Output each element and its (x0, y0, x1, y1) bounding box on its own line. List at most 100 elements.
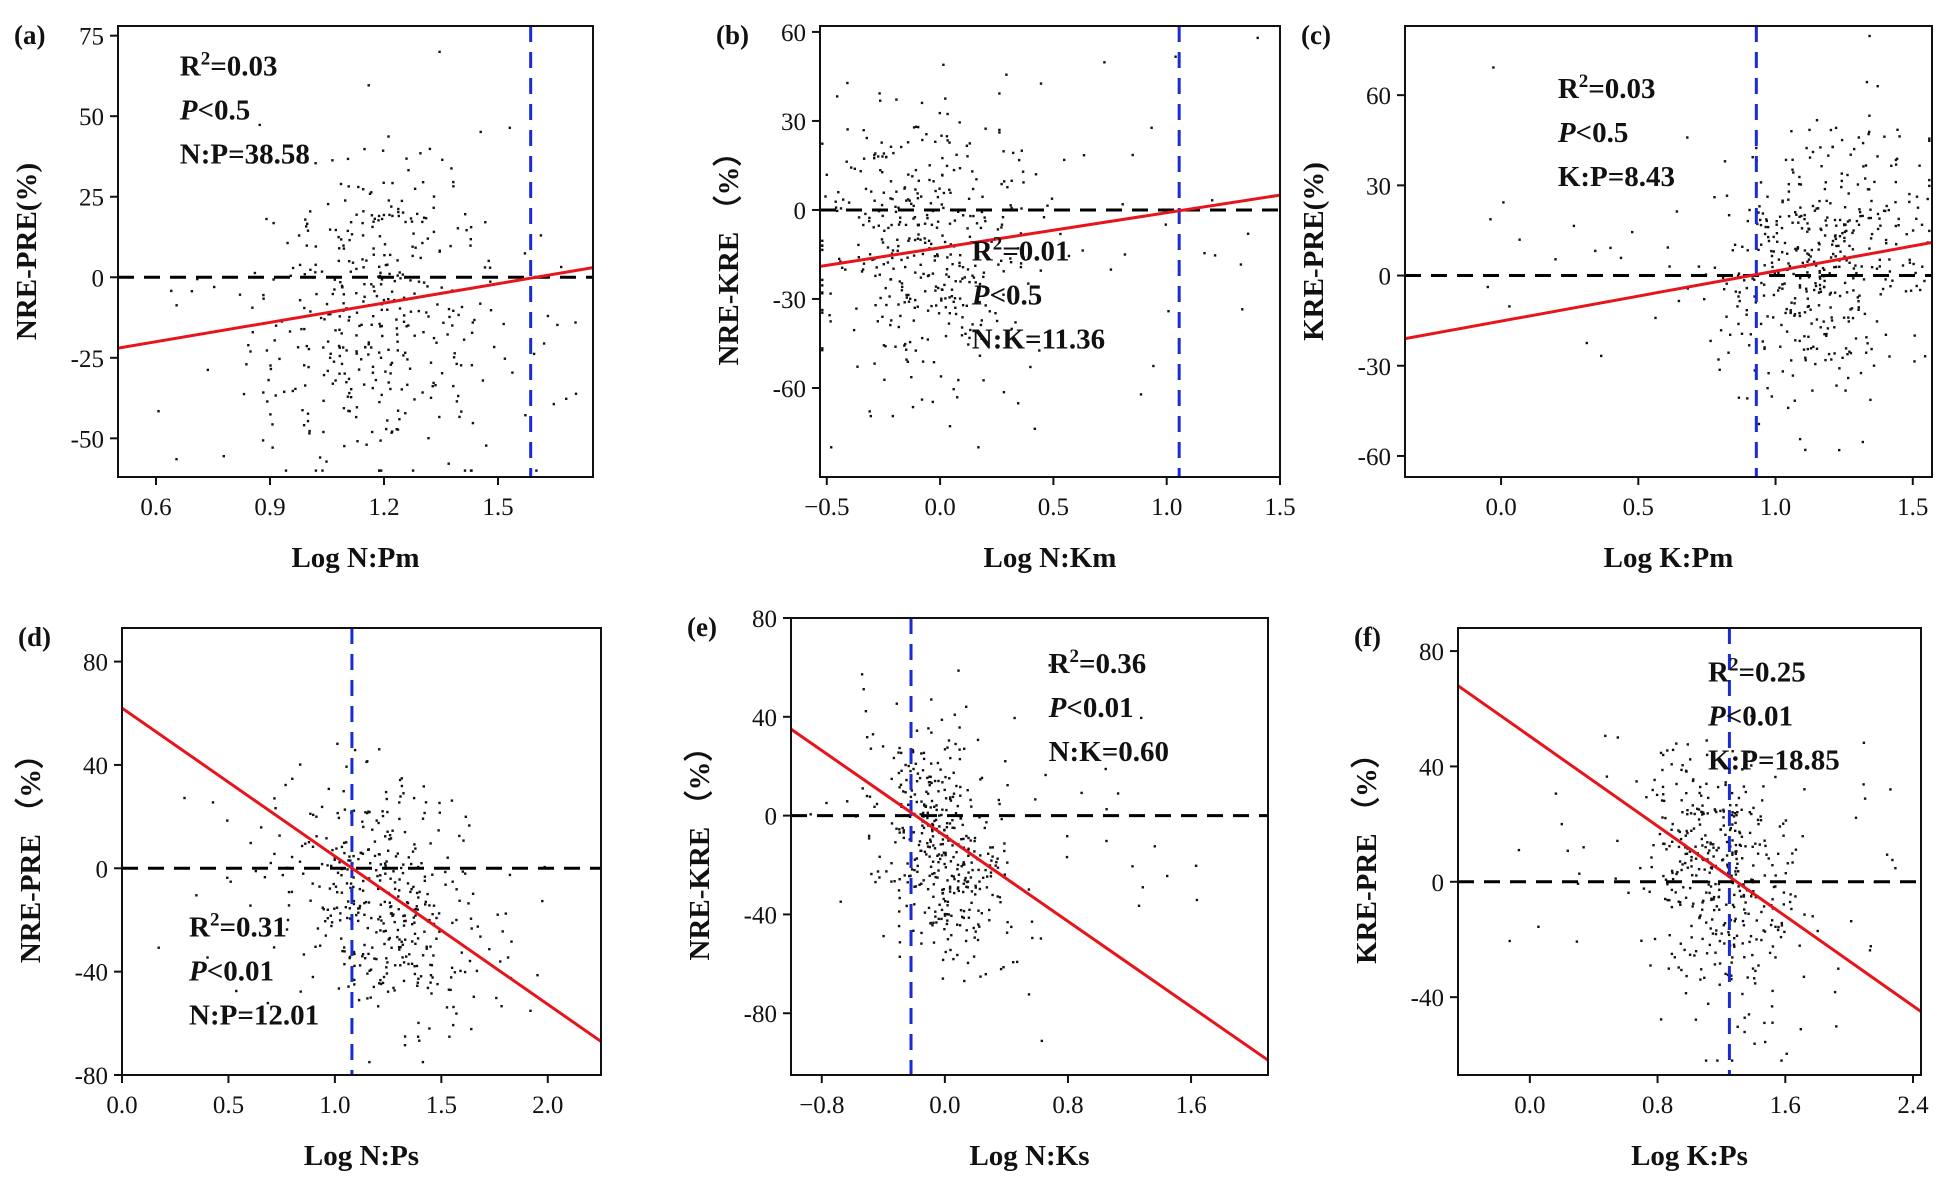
data-point (338, 372, 341, 375)
data-point (1731, 851, 1734, 854)
data-point (1685, 829, 1688, 833)
data-point (340, 284, 344, 288)
data-point (183, 796, 186, 800)
regression-line (122, 706, 601, 1043)
data-point (934, 285, 938, 288)
data-point (1732, 905, 1736, 909)
data-point (403, 914, 406, 917)
data-point (1741, 942, 1744, 945)
data-point (982, 876, 985, 879)
data-point (400, 784, 404, 788)
data-point (1703, 298, 1706, 301)
data-point (1767, 857, 1770, 860)
data-point (343, 372, 346, 375)
data-point (926, 309, 930, 312)
data-point (1718, 888, 1721, 891)
data-point (1829, 256, 1833, 259)
data-point (907, 300, 911, 303)
data-point (1039, 937, 1043, 940)
data-point (389, 877, 392, 880)
x-axis-label: Log N:Ks (969, 1140, 1089, 1172)
data-point (1517, 848, 1521, 852)
data-point (899, 216, 902, 219)
data-point (1691, 905, 1694, 908)
data-point (1027, 888, 1031, 891)
data-point (1793, 313, 1797, 316)
data-point (300, 844, 304, 848)
data-point (1823, 279, 1826, 283)
data-point (898, 280, 901, 283)
data-point (1725, 854, 1729, 857)
data-point (905, 199, 908, 202)
x-tick-label: 0.0 (1514, 1092, 1545, 1119)
data-point (447, 462, 450, 465)
data-point (1866, 342, 1869, 345)
data-point (302, 872, 305, 875)
data-point (1713, 196, 1716, 199)
data-point (920, 800, 923, 803)
data-point (536, 974, 539, 977)
data-point (956, 804, 959, 808)
data-point (1727, 931, 1730, 934)
data-point (1894, 224, 1897, 228)
data-point (1865, 80, 1869, 84)
data-point (944, 900, 947, 903)
data-point (1772, 885, 1776, 889)
data-point (502, 322, 505, 326)
data-point (1845, 259, 1848, 262)
y-tick-label: -60 (1358, 444, 1391, 471)
data-point (429, 361, 433, 364)
data-point (378, 400, 381, 404)
x-tick-label: 1.6 (1175, 1092, 1206, 1119)
data-point (1852, 267, 1856, 270)
data-point (346, 157, 350, 161)
data-point (969, 798, 972, 802)
data-point (890, 319, 893, 322)
data-point (432, 230, 436, 234)
data-point (1050, 197, 1054, 200)
data-point (445, 1006, 449, 1009)
data-point (355, 267, 358, 271)
data-point (999, 967, 1003, 971)
data-point (885, 155, 888, 159)
data-point (413, 921, 416, 924)
data-point (419, 256, 422, 260)
data-point (379, 439, 382, 442)
data-point (1757, 964, 1760, 967)
data-point (1833, 266, 1836, 269)
data-point (1662, 753, 1665, 757)
data-point (967, 916, 971, 919)
data-point (1005, 73, 1008, 76)
data-point (269, 364, 272, 367)
data-point (378, 265, 381, 268)
data-point (1012, 961, 1015, 964)
data-point (403, 314, 406, 317)
data-point (1888, 270, 1892, 273)
data-point (1794, 247, 1797, 251)
data-point (384, 872, 387, 875)
data-point (556, 323, 559, 327)
data-point (408, 953, 411, 956)
data-point (919, 263, 922, 266)
data-point (978, 880, 981, 883)
data-point (1748, 831, 1752, 835)
data-point (1895, 243, 1898, 246)
data-point (355, 415, 358, 419)
data-point (1738, 291, 1741, 294)
data-point (1674, 891, 1677, 894)
data-point (988, 310, 991, 313)
data-point (1809, 347, 1813, 350)
data-point (1825, 334, 1828, 337)
data-point (922, 272, 925, 276)
data-point (1789, 309, 1792, 312)
data-point (366, 972, 369, 975)
data-point (416, 937, 420, 940)
data-point (1684, 896, 1688, 899)
data-point (868, 216, 871, 220)
data-point (895, 190, 898, 193)
data-point (969, 839, 972, 842)
data-point (1868, 130, 1871, 134)
data-point (345, 765, 348, 768)
data-point (302, 953, 306, 956)
data-point (1820, 228, 1823, 232)
